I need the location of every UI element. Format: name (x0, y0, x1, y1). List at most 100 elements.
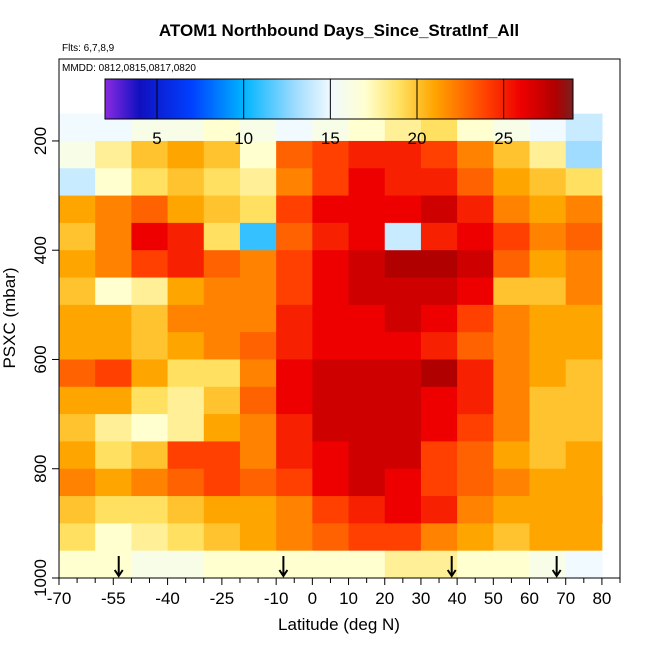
heatmap-cell (167, 386, 205, 415)
heatmap-cell (529, 277, 567, 306)
colorbar-tick-label: 20 (408, 129, 427, 148)
heatmap-cell (457, 277, 494, 306)
heatmap-cell (131, 414, 169, 443)
heatmap-cell (131, 550, 169, 579)
heatmap-cell (348, 304, 386, 333)
heatmap-cell (420, 414, 458, 443)
heatmap-cell (131, 386, 169, 415)
heatmap-cell (276, 414, 313, 443)
heatmap-cell (601, 550, 603, 579)
heatmap-cell (601, 414, 603, 443)
heatmap-cell (59, 386, 96, 415)
heatmap-cell (59, 140, 96, 169)
heatmap-cell (59, 250, 96, 279)
heatmap-cell (203, 332, 241, 361)
heatmap-cell (384, 441, 422, 470)
heatmap-cell (312, 168, 350, 197)
x-tick-label: -55 (101, 589, 126, 608)
heatmap-cell (384, 332, 422, 361)
heatmap-cell (384, 195, 422, 224)
heatmap-cell (167, 523, 205, 552)
heatmap-cell (565, 550, 603, 579)
heatmap-cell (348, 277, 386, 306)
heatmap-cell (457, 496, 494, 524)
heatmap-cell (131, 168, 169, 197)
heatmap-cell (565, 523, 603, 552)
heatmap-cell (420, 304, 458, 333)
sounding-arrow-head (551, 569, 562, 578)
heatmap-cell (493, 168, 531, 197)
heatmap-cell (348, 496, 386, 524)
heatmap-cell (203, 304, 241, 333)
heatmap-cell (167, 550, 205, 579)
heatmap-cell (529, 168, 567, 197)
heatmap-cell (457, 386, 494, 415)
heatmap-cell (529, 386, 567, 415)
heatmap-cell (565, 386, 603, 415)
heatmap-cell (167, 168, 205, 197)
heatmap-cell (565, 277, 603, 306)
heatmap-cell (95, 168, 132, 197)
heatmap-cell (529, 222, 567, 251)
heatmap-cell (420, 250, 458, 279)
x-tick-label: 0 (308, 589, 317, 608)
flights-label: Flts: 6,7,8,9 (62, 43, 115, 54)
heatmap-cell (95, 277, 132, 306)
heatmap-cell (493, 550, 531, 579)
heatmap-cell (59, 222, 96, 251)
heatmap-cell (203, 386, 241, 415)
heatmap-cell (601, 113, 603, 142)
heatmap-cell (565, 168, 603, 197)
heatmap-cell (95, 550, 132, 579)
heatmap-cell (529, 550, 567, 579)
colorbar-tick-label: 25 (494, 129, 513, 148)
heatmap-cell (601, 359, 603, 388)
heatmap-cell (59, 195, 96, 224)
x-tick-label: 60 (520, 589, 539, 608)
heatmap-cell (493, 332, 531, 361)
heatmap-cell (565, 468, 603, 497)
heatmap-cell (457, 304, 494, 333)
heatmap-cell (565, 332, 603, 361)
heatmap-cell (167, 250, 205, 279)
heatmap-cell (203, 277, 241, 306)
heatmap-cell (348, 550, 386, 579)
heatmap-cell (203, 441, 241, 470)
heatmap-cell (529, 496, 567, 524)
heatmap-cell (457, 140, 494, 169)
y-tick-label: 1000 (31, 559, 50, 597)
heatmap-cell (565, 222, 603, 251)
heatmap-cell (348, 414, 386, 443)
plot-frame (58, 58, 621, 579)
heatmap-cell (312, 523, 350, 552)
heatmap-cell (239, 277, 277, 306)
heatmap-cell (493, 441, 531, 470)
heatmap-cell (131, 222, 169, 251)
heatmap-cell (95, 304, 132, 333)
heatmap-cell (167, 195, 205, 224)
heatmap-cell (276, 222, 313, 251)
x-axis-label: Latitude (deg N) (278, 615, 400, 634)
heatmap-cell (95, 523, 132, 552)
heatmap-cell (348, 523, 386, 552)
heatmap-cell (493, 195, 531, 224)
heatmap-cell (348, 222, 386, 251)
heatmap-cell (348, 250, 386, 279)
heatmap-cell (239, 468, 277, 497)
heatmap-cell (203, 250, 241, 279)
heatmap-cell (457, 250, 494, 279)
heatmap-cell (95, 359, 132, 388)
heatmap-cell (95, 496, 132, 524)
heatmap-cell (276, 304, 313, 333)
heatmap-cell (493, 222, 531, 251)
heatmap-cell (384, 304, 422, 333)
heatmap-cell (493, 277, 531, 306)
heatmap-cell (457, 195, 494, 224)
heatmap-cell (276, 468, 313, 497)
heatmap-cell (420, 441, 458, 470)
heatmap-cell (565, 140, 603, 169)
heatmap-cell (565, 496, 603, 524)
heatmap-cell (239, 441, 277, 470)
heatmap-cell (312, 332, 350, 361)
heatmap-cell (239, 359, 277, 388)
